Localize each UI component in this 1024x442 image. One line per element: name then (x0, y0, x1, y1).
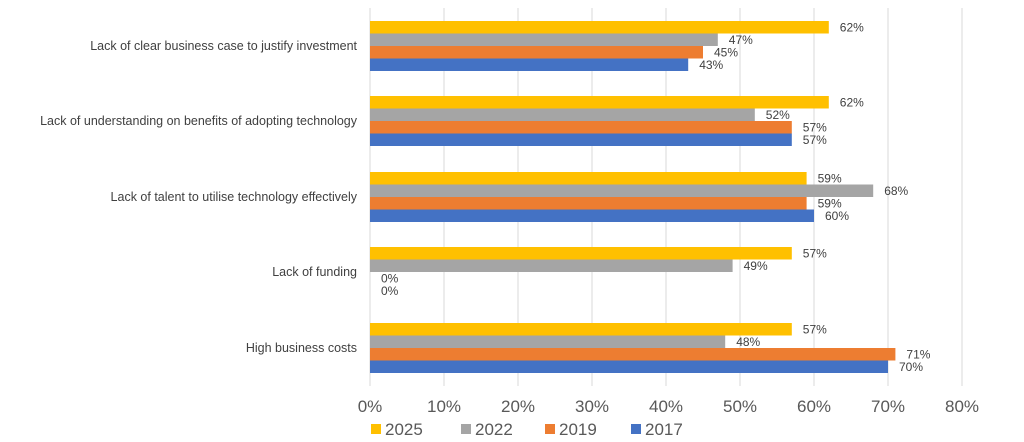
bar-2019-lack-of-talent-to-utilise-technology-effectively (370, 197, 807, 210)
data-label-2025: 57% (803, 247, 827, 261)
data-label-2017: 43% (699, 58, 723, 72)
legend-item-2025: 2025 (371, 420, 423, 439)
x-tick-label: 20% (501, 397, 535, 416)
category-label: Lack of funding (272, 265, 357, 279)
bar-2017-lack-of-understanding-on-benefits-of-adopting-technology (370, 133, 792, 146)
category-label: Lack of clear business case to justify i… (90, 39, 357, 53)
data-label-2019: 71% (906, 348, 930, 362)
x-tick-label: 60% (797, 397, 831, 416)
x-tick-label: 50% (723, 397, 757, 416)
legend-label: 2025 (385, 420, 423, 439)
bar-2019-lack-of-understanding-on-benefits-of-adopting-technology (370, 121, 792, 134)
bar-2025-high-business-costs (370, 323, 792, 336)
data-label-2022: 48% (736, 335, 760, 349)
legend: 2025 2022 2019 2017 (371, 420, 683, 439)
legend-swatch (545, 424, 555, 434)
legend-label: 2019 (559, 420, 597, 439)
category-label: High business costs (246, 341, 357, 355)
legend-label: 2022 (475, 420, 513, 439)
data-label-2022: 52% (766, 108, 790, 122)
bar-2025-lack-of-funding (370, 247, 792, 260)
bar-2022-lack-of-talent-to-utilise-technology-effectively (370, 184, 874, 197)
bar-2017-lack-of-clear-business-case-to-justify-investment (370, 58, 689, 71)
x-tick-label: 30% (575, 397, 609, 416)
data-label-2017: 60% (825, 209, 849, 223)
bar-2022-lack-of-understanding-on-benefits-of-adopting-technology (370, 108, 755, 121)
legend-swatch (371, 424, 381, 434)
data-label-2017: 57% (803, 133, 827, 147)
data-label-2022: 49% (744, 259, 768, 273)
bar-2025-lack-of-clear-business-case-to-justify-investment (370, 21, 829, 34)
data-label-2022: 47% (729, 33, 753, 47)
bar-2017-high-business-costs (370, 360, 888, 373)
category-label: Lack of talent to utilise technology eff… (111, 190, 358, 204)
legend-swatch (461, 424, 471, 434)
data-label-2019: 57% (803, 121, 827, 135)
x-tick-label: 0% (358, 397, 383, 416)
legend-item-2019: 2019 (545, 420, 597, 439)
bar-2022-high-business-costs (370, 335, 726, 348)
bars (370, 21, 896, 373)
bar-2017-lack-of-talent-to-utilise-technology-effectively (370, 209, 814, 222)
legend-item-2022: 2022 (461, 420, 513, 439)
bar-2025-lack-of-talent-to-utilise-technology-effectively (370, 172, 807, 185)
category-labels: Lack of clear business case to justify i… (40, 39, 358, 355)
bar-2019-high-business-costs (370, 348, 896, 361)
x-tick-label: 70% (871, 397, 905, 416)
bar-2022-lack-of-funding (370, 259, 733, 272)
data-labels: 62%47%45%43%62%52%57%57%59%68%59%60%57%4… (381, 21, 931, 374)
data-label-2022: 68% (884, 184, 908, 198)
data-label-2017: 70% (899, 360, 923, 374)
data-label-2019: 59% (818, 197, 842, 211)
data-label-2019: 0% (381, 272, 399, 286)
data-label-2025: 57% (803, 323, 827, 337)
x-tick-label: 80% (945, 397, 979, 416)
data-label-2019: 45% (714, 46, 738, 60)
category-label: Lack of understanding on benefits of ado… (40, 114, 358, 128)
data-label-2025: 59% (818, 172, 842, 186)
x-axis-ticks: 0% 10% 20% 30% 40% 50% 60% 70% 80% (358, 397, 979, 416)
legend-swatch (631, 424, 641, 434)
bar-2022-lack-of-clear-business-case-to-justify-investment (370, 33, 718, 46)
x-tick-label: 40% (649, 397, 683, 416)
x-tick-label: 10% (427, 397, 461, 416)
bar-2025-lack-of-understanding-on-benefits-of-adopting-technology (370, 96, 829, 109)
bar-2019-lack-of-clear-business-case-to-justify-investment (370, 46, 703, 59)
data-label-2017: 0% (381, 284, 399, 298)
data-label-2025: 62% (840, 21, 864, 35)
legend-item-2017: 2017 (631, 420, 683, 439)
data-label-2025: 62% (840, 96, 864, 110)
legend-label: 2017 (645, 420, 683, 439)
